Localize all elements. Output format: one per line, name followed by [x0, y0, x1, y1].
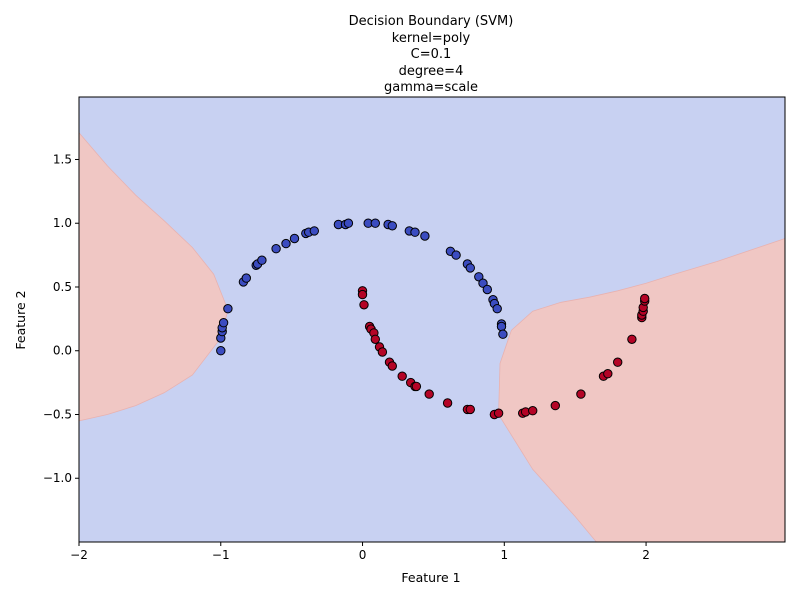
data-point-class0 [309, 226, 319, 236]
chart-title-line-3: C=0.1 [411, 47, 452, 62]
x-axis-label: Feature 1 [401, 570, 460, 585]
data-point-class0 [465, 263, 475, 273]
data-point-class1 [377, 347, 388, 357]
data-point-class0 [223, 304, 233, 314]
x-tick-label: 0 [359, 548, 367, 562]
data-point-class1 [370, 334, 380, 344]
data-point-class1 [576, 389, 586, 399]
plot-frame [78, 96, 786, 543]
data-point-class0 [451, 250, 461, 260]
data-point-class0 [218, 318, 229, 328]
data-point-class1 [357, 289, 368, 300]
data-point-class1 [640, 293, 650, 304]
data-point-class0 [216, 346, 226, 356]
data-point-class0 [271, 244, 281, 254]
x-tick-label: 1 [500, 548, 508, 562]
data-point-class0 [410, 227, 420, 237]
y-axis-label: Feature 2 [13, 290, 28, 349]
data-point-class1 [465, 404, 475, 415]
chart-title-line-2: kernel=poly [392, 31, 471, 46]
x-tick-label: 2 [642, 548, 650, 562]
data-point-class0 [387, 221, 397, 231]
x-tick-label: −1 [212, 548, 230, 562]
data-point-class0 [492, 304, 502, 314]
data-point-class0 [289, 233, 300, 244]
data-point-class0 [482, 284, 492, 295]
data-point-class0 [241, 273, 252, 283]
data-point-class1 [603, 369, 613, 379]
data-point-class0 [370, 218, 380, 228]
data-point-class1 [613, 357, 623, 367]
data-point-class0 [496, 321, 507, 332]
y-tick-label: 1.5 [53, 152, 72, 166]
data-point-class1 [442, 398, 453, 408]
x-tick-label: −2 [70, 548, 88, 562]
data-point-class1 [387, 361, 397, 371]
y-tick-label: 0.0 [53, 344, 72, 358]
chart-title-line-5: gamma=scale [384, 80, 478, 95]
data-point-class0 [498, 329, 508, 339]
data-point-class0 [257, 255, 267, 265]
data-point-class1 [627, 334, 637, 344]
data-point-class0 [478, 278, 488, 288]
y-tick-label: −1.0 [43, 471, 72, 485]
class1-region-right [498, 237, 786, 543]
plot-area: −2 −1 0 1 2 −1.0 −0.5 0.0 0.5 1.0 1.5 [43, 96, 786, 562]
y-tick-label: 1.0 [53, 216, 72, 230]
data-point-class0 [474, 272, 484, 282]
chart-title-line-4: degree=4 [399, 64, 464, 79]
data-point-class1 [359, 300, 369, 310]
data-point-class0 [343, 218, 354, 228]
data-point-class1 [411, 381, 422, 392]
y-tick-label: −0.5 [43, 407, 72, 421]
data-point-class1 [397, 371, 407, 381]
data-point-class1 [528, 406, 538, 416]
chart-title-line-1: Decision Boundary (SVM) [349, 14, 514, 29]
data-point-class1 [424, 389, 434, 399]
y-tick-label: 0.5 [53, 280, 72, 294]
data-point-class1 [493, 408, 504, 418]
data-point-class0 [281, 238, 291, 249]
data-point-class1 [550, 400, 560, 411]
data-point-class0 [420, 231, 430, 241]
